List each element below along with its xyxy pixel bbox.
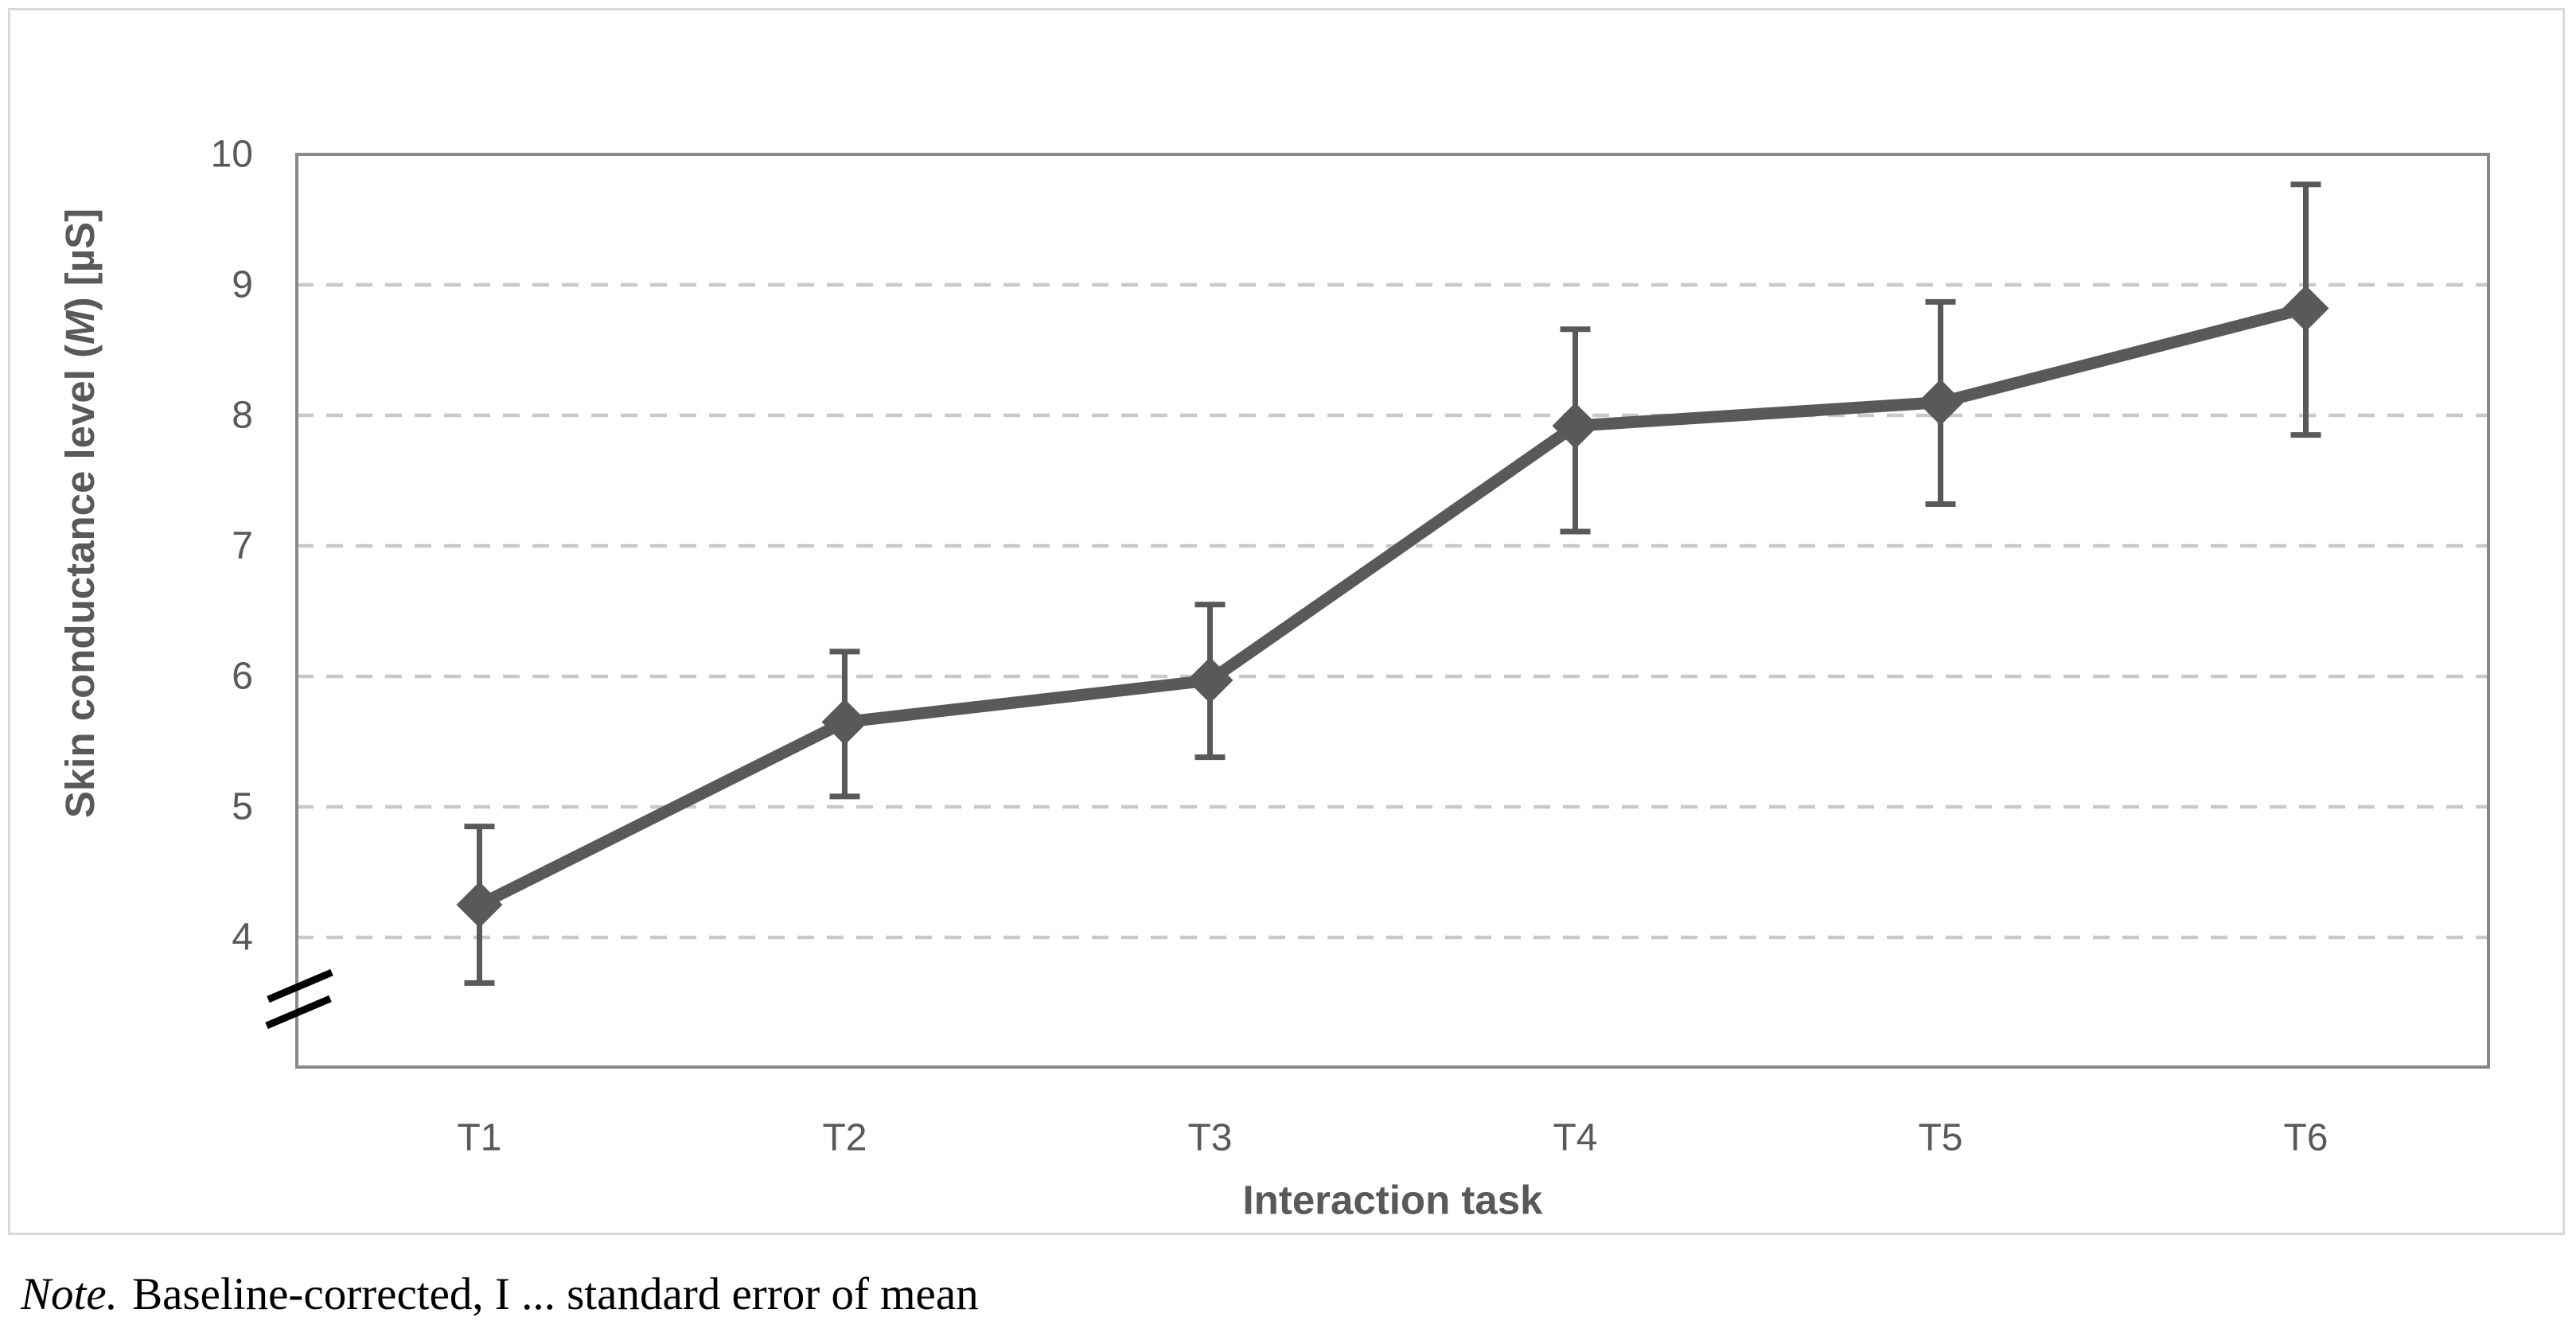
x-tick-label-T2: T2 xyxy=(822,1117,867,1159)
y-tick-label-8: 8 xyxy=(232,395,253,437)
y-axis-title: Skin conductance level (M) [µS] xyxy=(57,208,103,818)
note-text: Baseline-corrected, I ... standard error… xyxy=(132,1269,979,1319)
data-point-marker xyxy=(1917,379,1964,426)
data-point-marker xyxy=(1187,656,1233,703)
break-mark-upper xyxy=(267,968,333,1003)
y-axis-break-icon xyxy=(265,968,333,1030)
y-tick-label-9: 9 xyxy=(232,264,253,306)
x-tick-label-T1: T1 xyxy=(457,1117,501,1159)
data-point-marker xyxy=(821,699,868,746)
series-markers xyxy=(456,285,2329,928)
error-bars xyxy=(464,181,2321,986)
x-tick-label-T3: T3 xyxy=(1187,1117,1232,1159)
x-tick-label-T4: T4 xyxy=(1553,1117,1597,1159)
x-axis-tick-labels: T1 T2 T3 T4 T5 T6 xyxy=(457,1117,2328,1159)
y-tick-label-10: 10 xyxy=(211,134,253,176)
figure-note: Note. Baseline-corrected, I ... standard … xyxy=(21,1268,979,1320)
y-tick-label-6: 6 xyxy=(232,656,253,698)
x-tick-label-T5: T5 xyxy=(1918,1117,1962,1159)
note-label: Note. xyxy=(21,1269,118,1319)
data-point-marker xyxy=(2282,285,2329,332)
data-point-marker xyxy=(456,882,503,928)
plot-area-border xyxy=(295,153,2490,1069)
y-axis-tick-labels: 4 5 6 7 8 9 10 xyxy=(211,134,253,959)
gridlines xyxy=(297,282,2488,940)
series-line xyxy=(477,302,2308,910)
break-mark-lower xyxy=(265,995,332,1030)
y-tick-label-4: 4 xyxy=(232,917,253,959)
x-axis-title: Interaction task xyxy=(1243,1178,1544,1223)
y-tick-label-7: 7 xyxy=(232,525,253,567)
data-point-marker xyxy=(1552,403,1599,450)
x-tick-label-T6: T6 xyxy=(2283,1117,2328,1159)
y-tick-label-5: 5 xyxy=(232,786,253,828)
